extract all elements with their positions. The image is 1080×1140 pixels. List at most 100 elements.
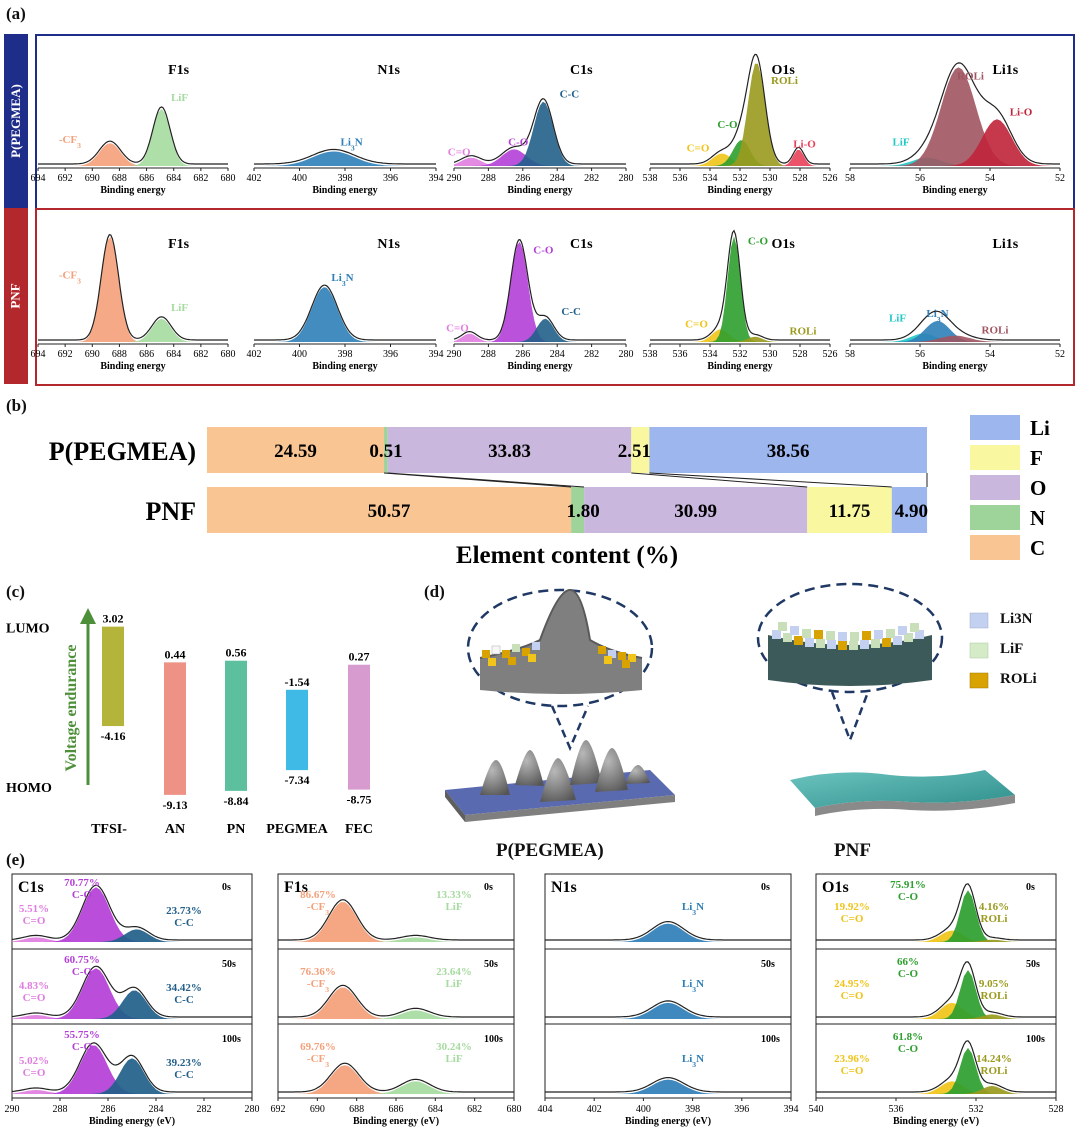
molecule-label: AN [165, 822, 185, 837]
tick-label: 690 [85, 173, 100, 184]
peak-roli [650, 63, 830, 166]
panel-c-label: (c) [6, 582, 25, 601]
molecule-label: FEC [345, 822, 373, 837]
peak-label: C-C [561, 306, 581, 318]
x-axis-label: Element content (%) [456, 542, 678, 569]
voltage-endurance-label: Voltage endurance [63, 645, 80, 772]
bar-segment-c [207, 427, 385, 473]
depth-spectrum-0s: 0s C1s 5.51%C=O 70.77%C-O 23.73%C-C [11, 877, 252, 942]
tick-label: 686 [139, 173, 154, 184]
peak-c=o [816, 1002, 1056, 1019]
tick-label: 680 [221, 349, 236, 360]
peak--cf3 [38, 143, 228, 166]
lumo-value: -1.54 [285, 675, 310, 689]
energy-bar-pn [225, 660, 247, 791]
peak-label: -CF3 [59, 269, 81, 285]
x-axis-label: Binding energy [312, 361, 377, 372]
peak-label: LiF [892, 137, 909, 149]
envelope-line [254, 148, 436, 165]
tick-label: 404 [538, 1104, 553, 1115]
molecule-label: TFSI- [91, 822, 127, 837]
tick-label: 54 [985, 349, 995, 360]
legend-label: O [1030, 476, 1046, 500]
bar-segment-c [207, 487, 572, 533]
tick-label: 400 [292, 349, 307, 360]
tick-label: 530 [763, 349, 778, 360]
peak-label: LiF [445, 901, 462, 913]
peak-c-o [650, 236, 830, 342]
tick-label: 536 [889, 1104, 904, 1115]
peak-percent: 66% [897, 956, 919, 968]
tick-label: 538 [643, 349, 658, 360]
peak-label: LiF [171, 302, 188, 314]
depth-spectrum-100s: 100s 69.76%-CF3 30.24%LiF [278, 1034, 514, 1094]
depth-column-title: F1s [284, 879, 308, 896]
tick-label: 52 [1055, 349, 1065, 360]
depth-time-label: 0s [484, 882, 493, 893]
depth-frame [11, 873, 253, 1099]
tick-label: 684 [428, 1104, 443, 1115]
tick-label: 692 [58, 173, 73, 184]
peak-label: C-C [560, 89, 580, 101]
envelope-line [278, 1062, 514, 1093]
connector-line [649, 472, 892, 488]
peak-c-c [454, 318, 626, 342]
envelope-line [38, 234, 228, 341]
spectrum-title: Li1s [993, 63, 1019, 78]
depth-time-label: 100s [222, 1034, 241, 1045]
peak-c=o [12, 937, 252, 942]
spectrum-o1s: 538 536 534 532 530 528 526 Binding energy O1s C=… [643, 229, 838, 372]
peak-label: C=O [687, 143, 710, 155]
tick-label: 538 [643, 173, 658, 184]
envelope-line [278, 899, 514, 941]
peak-label: -CF3 [307, 901, 329, 917]
bar-segment-n [571, 487, 585, 533]
envelope-line [453, 98, 626, 165]
tick-label: 528 [1049, 1104, 1064, 1115]
peak-lif [278, 1010, 514, 1019]
energy-bar-pegmea [286, 689, 308, 771]
tick-label: 686 [139, 349, 154, 360]
peak-c=o [12, 1015, 252, 1019]
peak-percent: 61.8% [893, 1031, 923, 1043]
peak-label: ROLi [982, 325, 1009, 337]
spectrum-f1s: 694 692 690 688 686 684 682 680 Binding energy F1… [31, 234, 236, 372]
tick-label: 282 [197, 1104, 212, 1115]
tick-label: 290 [447, 349, 462, 360]
tick-label: 688 [112, 349, 127, 360]
caption-ppegmea: P(PEGMEA) [496, 840, 604, 861]
tick-label: 288 [481, 173, 496, 184]
element-content-chart: P(PEGMEA) 24.59 0.51 33.83 2.51 38.56 PNF 50.57… [49, 415, 1050, 569]
envelope-line [650, 229, 830, 341]
tick-label: 536 [673, 349, 688, 360]
panel-d-label: (d) [424, 582, 445, 601]
peak-label: C-O [717, 119, 738, 131]
peak-li3n [254, 287, 436, 342]
peak-c-c [12, 929, 252, 942]
tick-label: 56 [915, 349, 925, 360]
spectrum-n1s: 402 400 398 396 394 Binding energy N1s Li3N [247, 237, 444, 372]
peak-percent: 30.24% [436, 1041, 472, 1053]
peak-percent: 76.36% [300, 966, 336, 978]
homo-label: HOMO [6, 781, 52, 796]
peak-percent: 60.75% [64, 954, 100, 966]
tick-label: 530 [763, 173, 778, 184]
peak-li3n [545, 1002, 791, 1019]
tick-label: 290 [5, 1104, 20, 1115]
peak-label: -CF3 [307, 1053, 329, 1069]
peak-label: LiF [445, 1053, 462, 1065]
peak-label: C=O [841, 990, 864, 1002]
tick-label: 280 [619, 173, 634, 184]
x-axis-label: Binding energy (eV) [353, 1116, 439, 1127]
peak-label: C-C [174, 994, 194, 1006]
peak-label: C-O [898, 968, 919, 980]
peak-c-o [454, 149, 626, 166]
x-axis-label: Binding energy [100, 185, 165, 196]
row-tab-pnf: PNF [4, 208, 28, 384]
bar-segment-li [649, 427, 927, 473]
peak--cf3 [38, 237, 228, 342]
envelope-line [11, 884, 252, 941]
bar-value-label: 4.90 [895, 501, 928, 522]
tick-label: 282 [584, 349, 599, 360]
